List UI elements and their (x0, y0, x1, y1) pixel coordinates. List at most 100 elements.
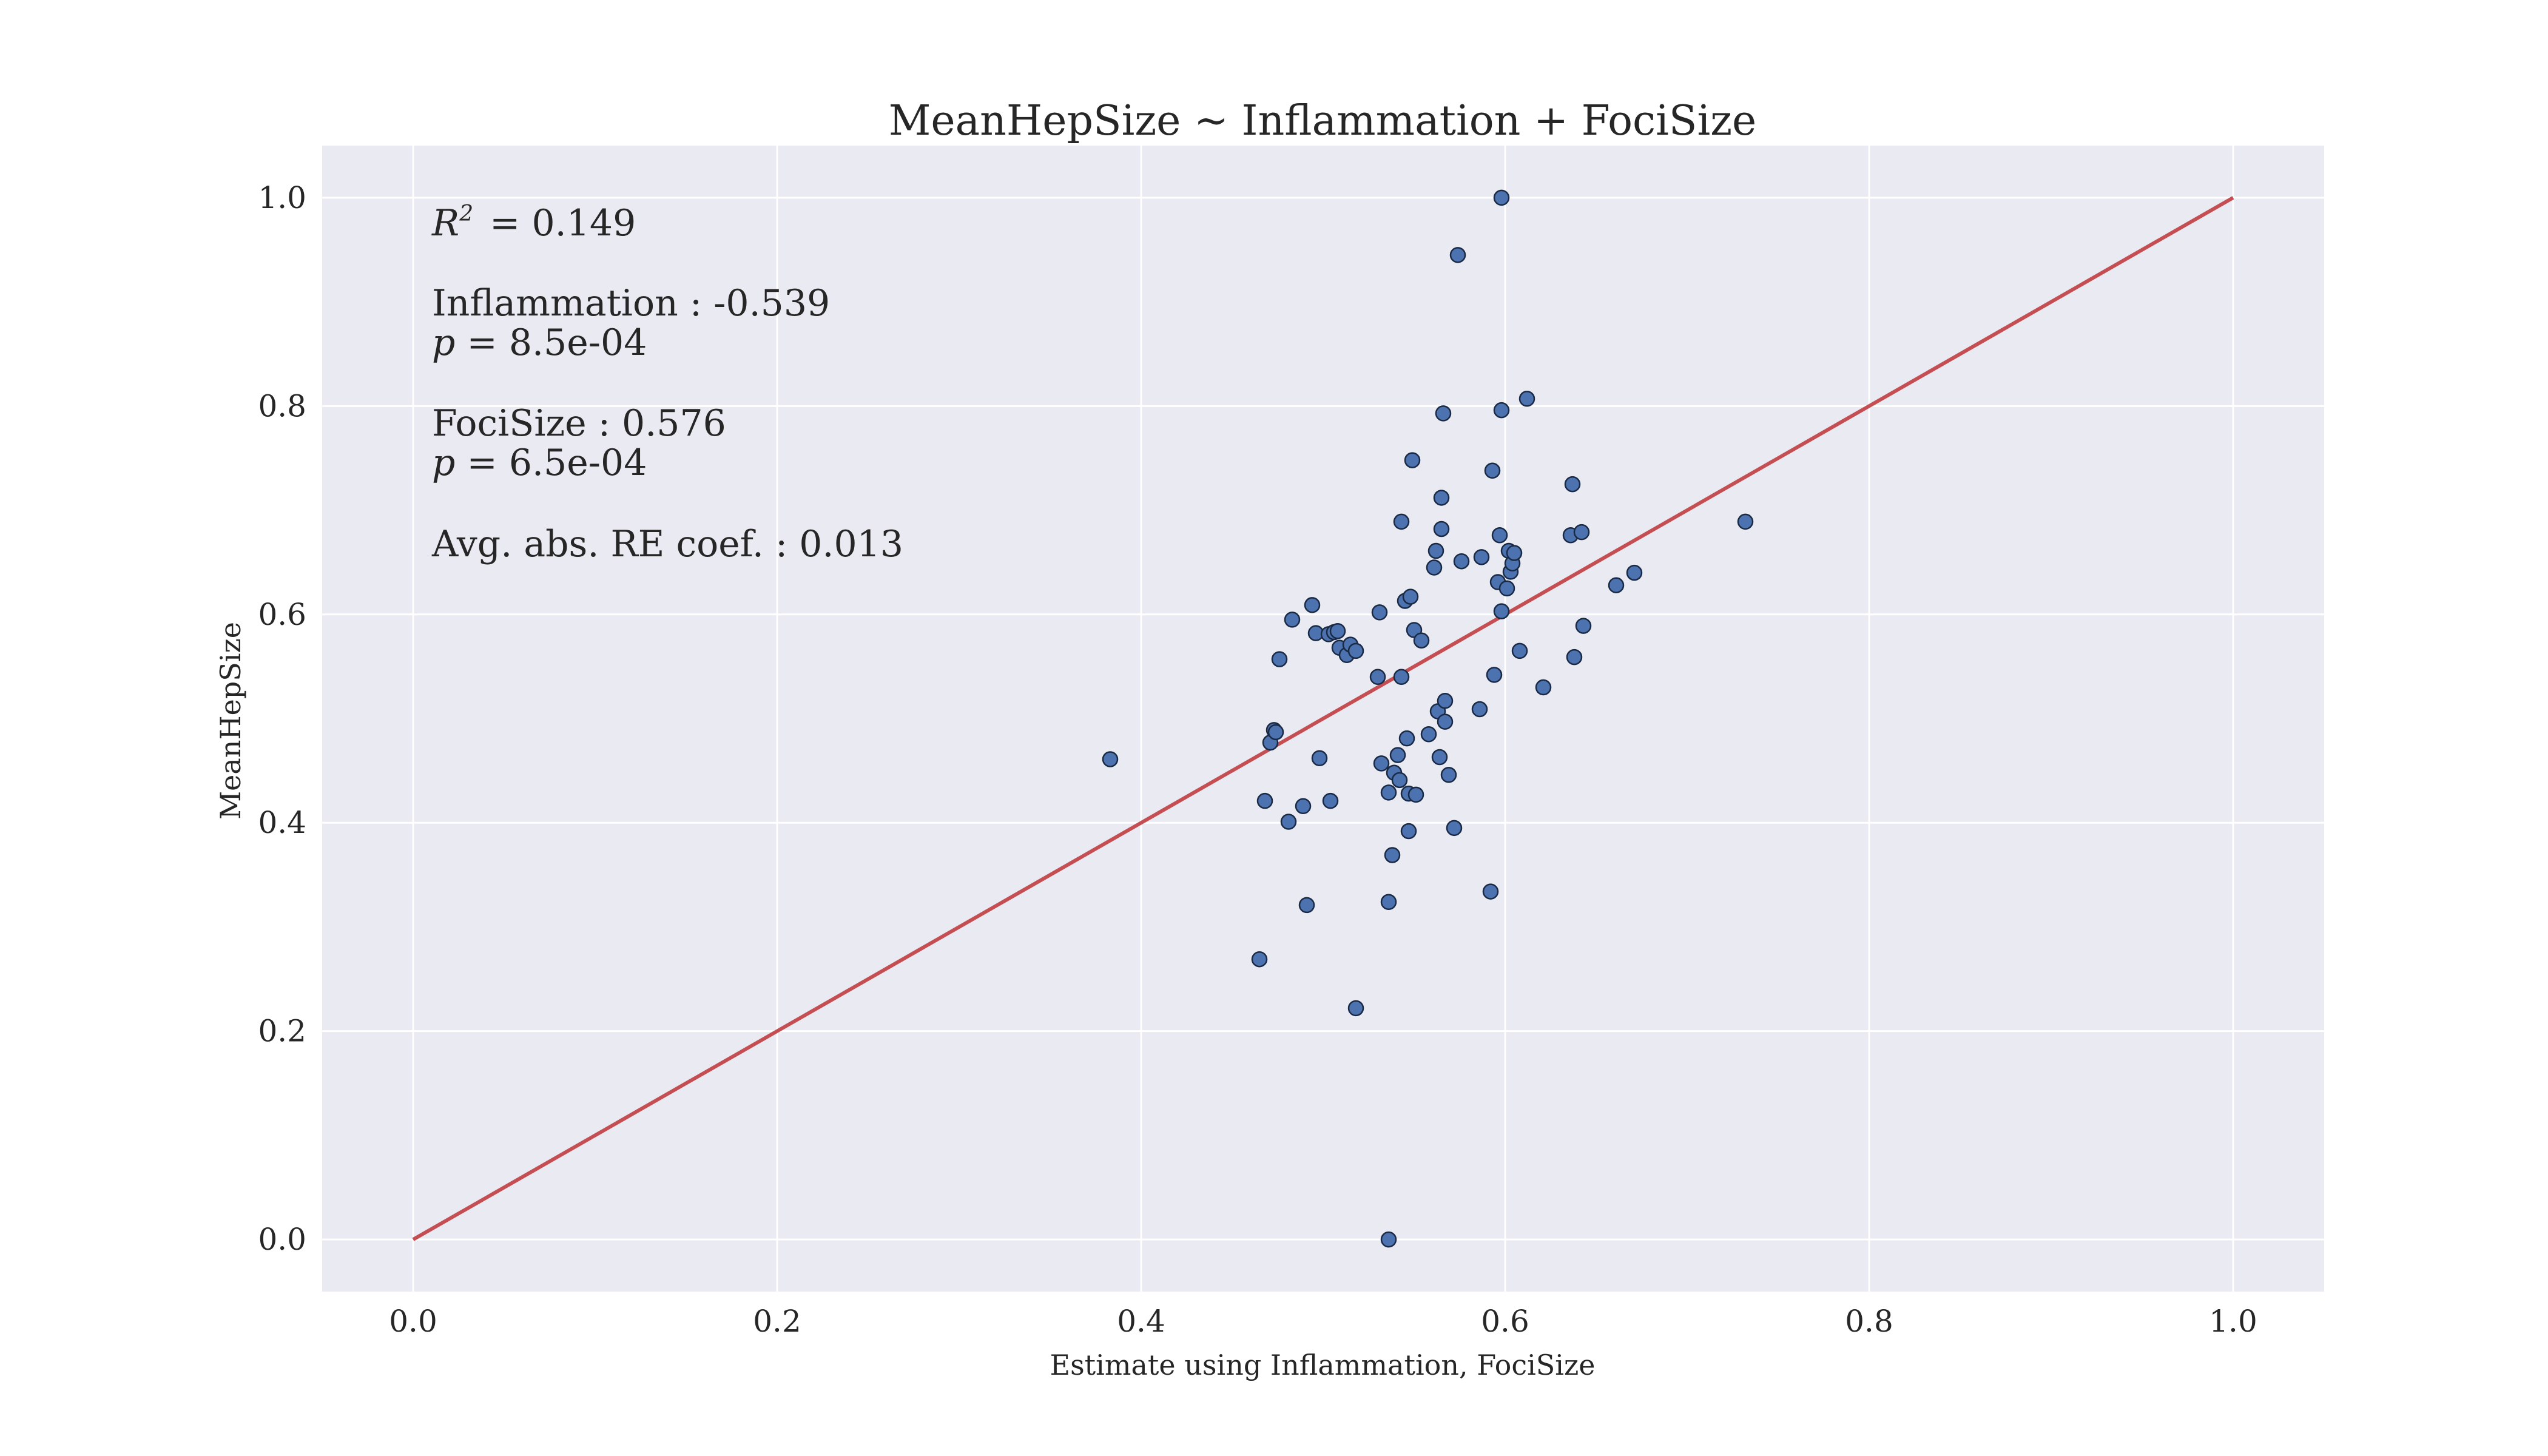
data-point (1400, 823, 1417, 840)
x-tick-labels: 0.0 0.2 0.4 0.6 0.8 1.0 (389, 1304, 2257, 1339)
data-point (1369, 669, 1386, 686)
data-point (1102, 751, 1119, 767)
reference-line (412, 196, 2234, 1241)
focisize-p-value: = 6.5e-04 (455, 442, 647, 484)
y-axis-label: MeanHepSize (214, 622, 247, 820)
y-tick-label: 0.2 (258, 1014, 306, 1049)
inflammation-p-text: p = 8.5e-04 (432, 322, 647, 364)
data-point (1295, 798, 1312, 815)
data-point (1380, 784, 1397, 801)
x-tick-label: 0.6 (1481, 1304, 1529, 1339)
data-point (1493, 402, 1510, 419)
data-point (1608, 577, 1625, 593)
data-point (1280, 814, 1297, 830)
data-point (1446, 820, 1463, 837)
data-point (1404, 452, 1421, 468)
data-point (1573, 524, 1590, 541)
data-point (1511, 642, 1528, 659)
r-squared-value: = 0.149 (478, 202, 636, 244)
data-point (1493, 603, 1510, 619)
x-tick-label: 0.8 (1845, 1304, 1893, 1339)
data-point (1393, 669, 1410, 686)
x-axis-label: Estimate using Inflammation, FociSize (1050, 1349, 1596, 1381)
data-point (1482, 883, 1499, 900)
data-point (1435, 405, 1452, 422)
r-symbol: R (431, 202, 459, 244)
data-point (1564, 476, 1581, 493)
inflammation-p-value: = 8.5e-04 (455, 322, 647, 364)
data-point (1473, 549, 1490, 565)
data-point (1518, 391, 1535, 407)
data-point (1493, 189, 1510, 206)
data-point (1398, 730, 1415, 747)
data-point (1498, 580, 1515, 597)
r-exponent: 2 (459, 201, 473, 226)
data-point (1491, 527, 1508, 544)
data-point (1347, 642, 1364, 659)
data-point (1380, 894, 1397, 910)
data-point (1575, 618, 1592, 634)
data-point (1393, 513, 1410, 530)
data-point (1431, 749, 1448, 766)
data-point (1484, 462, 1501, 479)
data-point (1384, 847, 1401, 863)
data-point (1271, 651, 1288, 667)
data-point (1284, 612, 1301, 628)
data-point (1437, 693, 1454, 709)
focisize-coef-text: FociSize : 0.576 (432, 402, 726, 445)
data-point (1267, 724, 1284, 741)
data-point (1506, 545, 1523, 561)
data-point (1311, 750, 1328, 767)
data-point (1371, 604, 1388, 621)
data-point (1433, 490, 1450, 506)
y-tick-label: 0.6 (258, 597, 306, 632)
data-point (1402, 588, 1419, 605)
data-point (1251, 951, 1268, 968)
p-symbol: p (432, 322, 455, 364)
data-point (1427, 542, 1444, 559)
stats-annotation: R2 = 0.149 Inflammation : -0.539 p = 8.5… (431, 201, 903, 565)
data-point (1433, 521, 1450, 538)
r-squared-text: R2 = 0.149 (431, 201, 636, 244)
data-point (1373, 755, 1390, 772)
data-point (1413, 632, 1430, 649)
data-points (1102, 189, 1754, 1248)
data-point (1256, 792, 1273, 809)
data-point (1426, 559, 1443, 576)
inflammation-coef-text: Inflammation : -0.539 (432, 282, 830, 325)
p-symbol-2: p (432, 442, 455, 484)
data-point (1391, 772, 1408, 789)
data-point (1440, 766, 1457, 783)
y-tick-label: 0.0 (258, 1222, 306, 1257)
data-point (1626, 564, 1643, 581)
data-point (1389, 747, 1406, 763)
x-tick-label: 0.0 (389, 1304, 437, 1339)
x-tick-label: 0.2 (753, 1304, 801, 1339)
chart-title: MeanHepSize ~ Inflammation + FociSize (889, 97, 1757, 145)
y-tick-labels: 0.0 0.2 0.4 0.6 0.8 1.0 (258, 180, 306, 1257)
data-point (1449, 247, 1466, 263)
data-point (1407, 786, 1424, 803)
data-point (1566, 649, 1583, 666)
y-tick-label: 0.4 (258, 805, 306, 840)
data-point (1322, 792, 1339, 809)
data-point (1437, 713, 1454, 730)
y-tick-label: 0.8 (258, 388, 306, 423)
data-point (1380, 1231, 1397, 1248)
data-point (1298, 897, 1315, 914)
data-point (1737, 513, 1754, 530)
data-point (1304, 597, 1321, 613)
data-point (1329, 622, 1346, 639)
x-tick-label: 1.0 (2209, 1304, 2257, 1339)
x-tick-label: 0.4 (1117, 1304, 1165, 1339)
data-point (1453, 553, 1470, 570)
data-point (1347, 1000, 1364, 1017)
focisize-p-text: p = 6.5e-04 (432, 442, 647, 484)
data-point (1486, 667, 1503, 683)
data-point (1471, 701, 1488, 718)
data-point (1535, 679, 1552, 696)
data-point (1420, 726, 1437, 743)
grid-lines (322, 146, 2324, 1292)
re-coef-text: Avg. abs. RE coef. : 0.013 (431, 523, 903, 565)
